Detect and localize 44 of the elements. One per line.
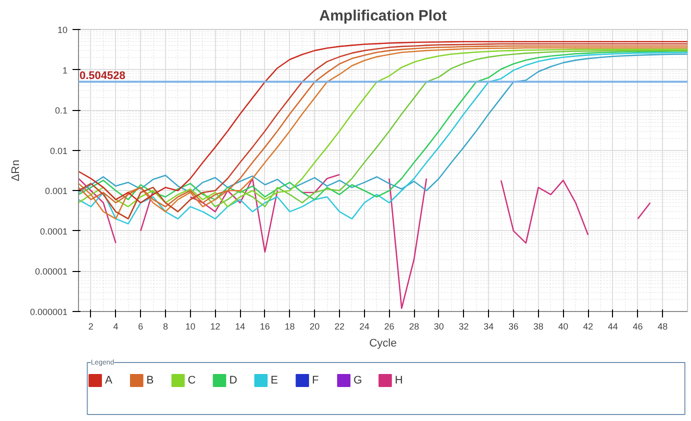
ref-line-label: 0.504528 [80,70,126,82]
x-tick-label: 34 [484,322,494,332]
x-tick-label: 6 [138,322,144,332]
x-tick-label: 16 [260,322,270,332]
legend-label: B [146,374,154,386]
legend-label: F [312,374,320,386]
x-tick-label: 12 [210,322,220,332]
legend-label: D [229,374,238,386]
chart-title: Amplification Plot [319,8,447,24]
y-tick-label: 0.1 [54,106,68,116]
y-axis-title: ΔRn [10,160,22,182]
x-tick-label: 42 [583,322,594,332]
legend-label: C [188,374,196,386]
y-tick-label: 10 [57,25,68,35]
x-tick-label: 30 [434,322,444,332]
x-tick-label: 46 [632,322,643,332]
legend-label: H [394,374,403,386]
y-tick-label: 0.01 [50,146,68,156]
x-tick-label: 32 [458,322,469,332]
x-tick-label: 36 [508,322,519,332]
x-tick-label: 28 [409,322,420,332]
x-tick-label: 44 [608,322,618,332]
x-tick-label: 4 [113,322,118,332]
legend-label: E [270,374,278,386]
x-tick-label: 18 [284,322,295,332]
x-tick-label: 22 [334,322,345,332]
x-tick-label: 48 [658,322,668,332]
legend-label: A [104,374,113,386]
x-tick-label: 14 [235,322,246,332]
x-tick-label: 26 [384,322,394,332]
x-tick-label: 38 [533,322,544,332]
x-tick-label: 2 [88,322,94,332]
x-tick-label: 24 [359,322,370,332]
x-tick-label: 8 [162,322,168,332]
y-tick-label: 0.000001 [30,307,68,317]
y-tick-label: 0.001 [44,186,68,196]
y-tick-label: 0.0001 [40,226,68,236]
x-axis-title: Cycle [369,338,397,350]
legend-label: G [353,374,362,386]
x-tick-label: 40 [558,322,568,332]
y-tick-label: 1 [62,65,68,76]
y-tick-label: 0.00001 [34,266,68,277]
x-tick-label: 20 [310,322,320,332]
x-tick-label: 10 [185,322,196,332]
